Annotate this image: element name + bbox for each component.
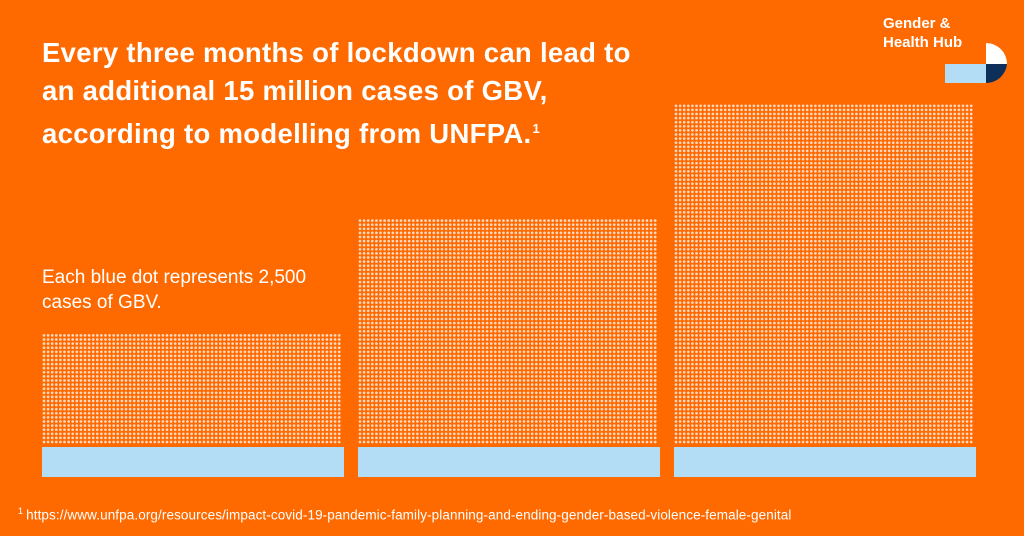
logo-navy-quarter — [986, 64, 1007, 83]
bar-base — [358, 447, 660, 477]
bar-dots — [674, 104, 973, 444]
bar-2 — [358, 219, 660, 477]
brand-name: Gender & Health Hub — [883, 14, 962, 52]
headline-footnote-marker: 1 — [532, 121, 540, 136]
headline: Every three months of lockdown can lead … — [42, 34, 662, 153]
logo-light-block — [945, 64, 986, 83]
bar-dot-grid — [674, 104, 973, 444]
gender-health-hub-logo-icon — [945, 43, 1007, 83]
bar-3 — [674, 104, 976, 477]
bar-dot-grid — [358, 219, 657, 444]
bar-1 — [42, 334, 344, 477]
footnote-url[interactable]: https://www.unfpa.org/resources/impact-c… — [26, 507, 792, 523]
brand-name-line-1: Gender & — [883, 15, 951, 32]
footnote-marker: 1 — [18, 506, 24, 516]
footnote: 1 https://www.unfpa.org/resources/impact-… — [18, 506, 792, 523]
bar-dots — [42, 334, 341, 444]
bar-dots — [358, 219, 657, 444]
headline-text: Every three months of lockdown can lead … — [42, 37, 631, 150]
logo-white-quarter — [986, 43, 1007, 64]
bar-base — [42, 447, 344, 477]
bar-dot-grid — [42, 334, 341, 444]
brand-name-line-2: Health Hub — [883, 34, 963, 51]
bar-base — [674, 447, 976, 477]
legend-text: Each blue dot represents 2,500 cases of … — [42, 267, 307, 313]
